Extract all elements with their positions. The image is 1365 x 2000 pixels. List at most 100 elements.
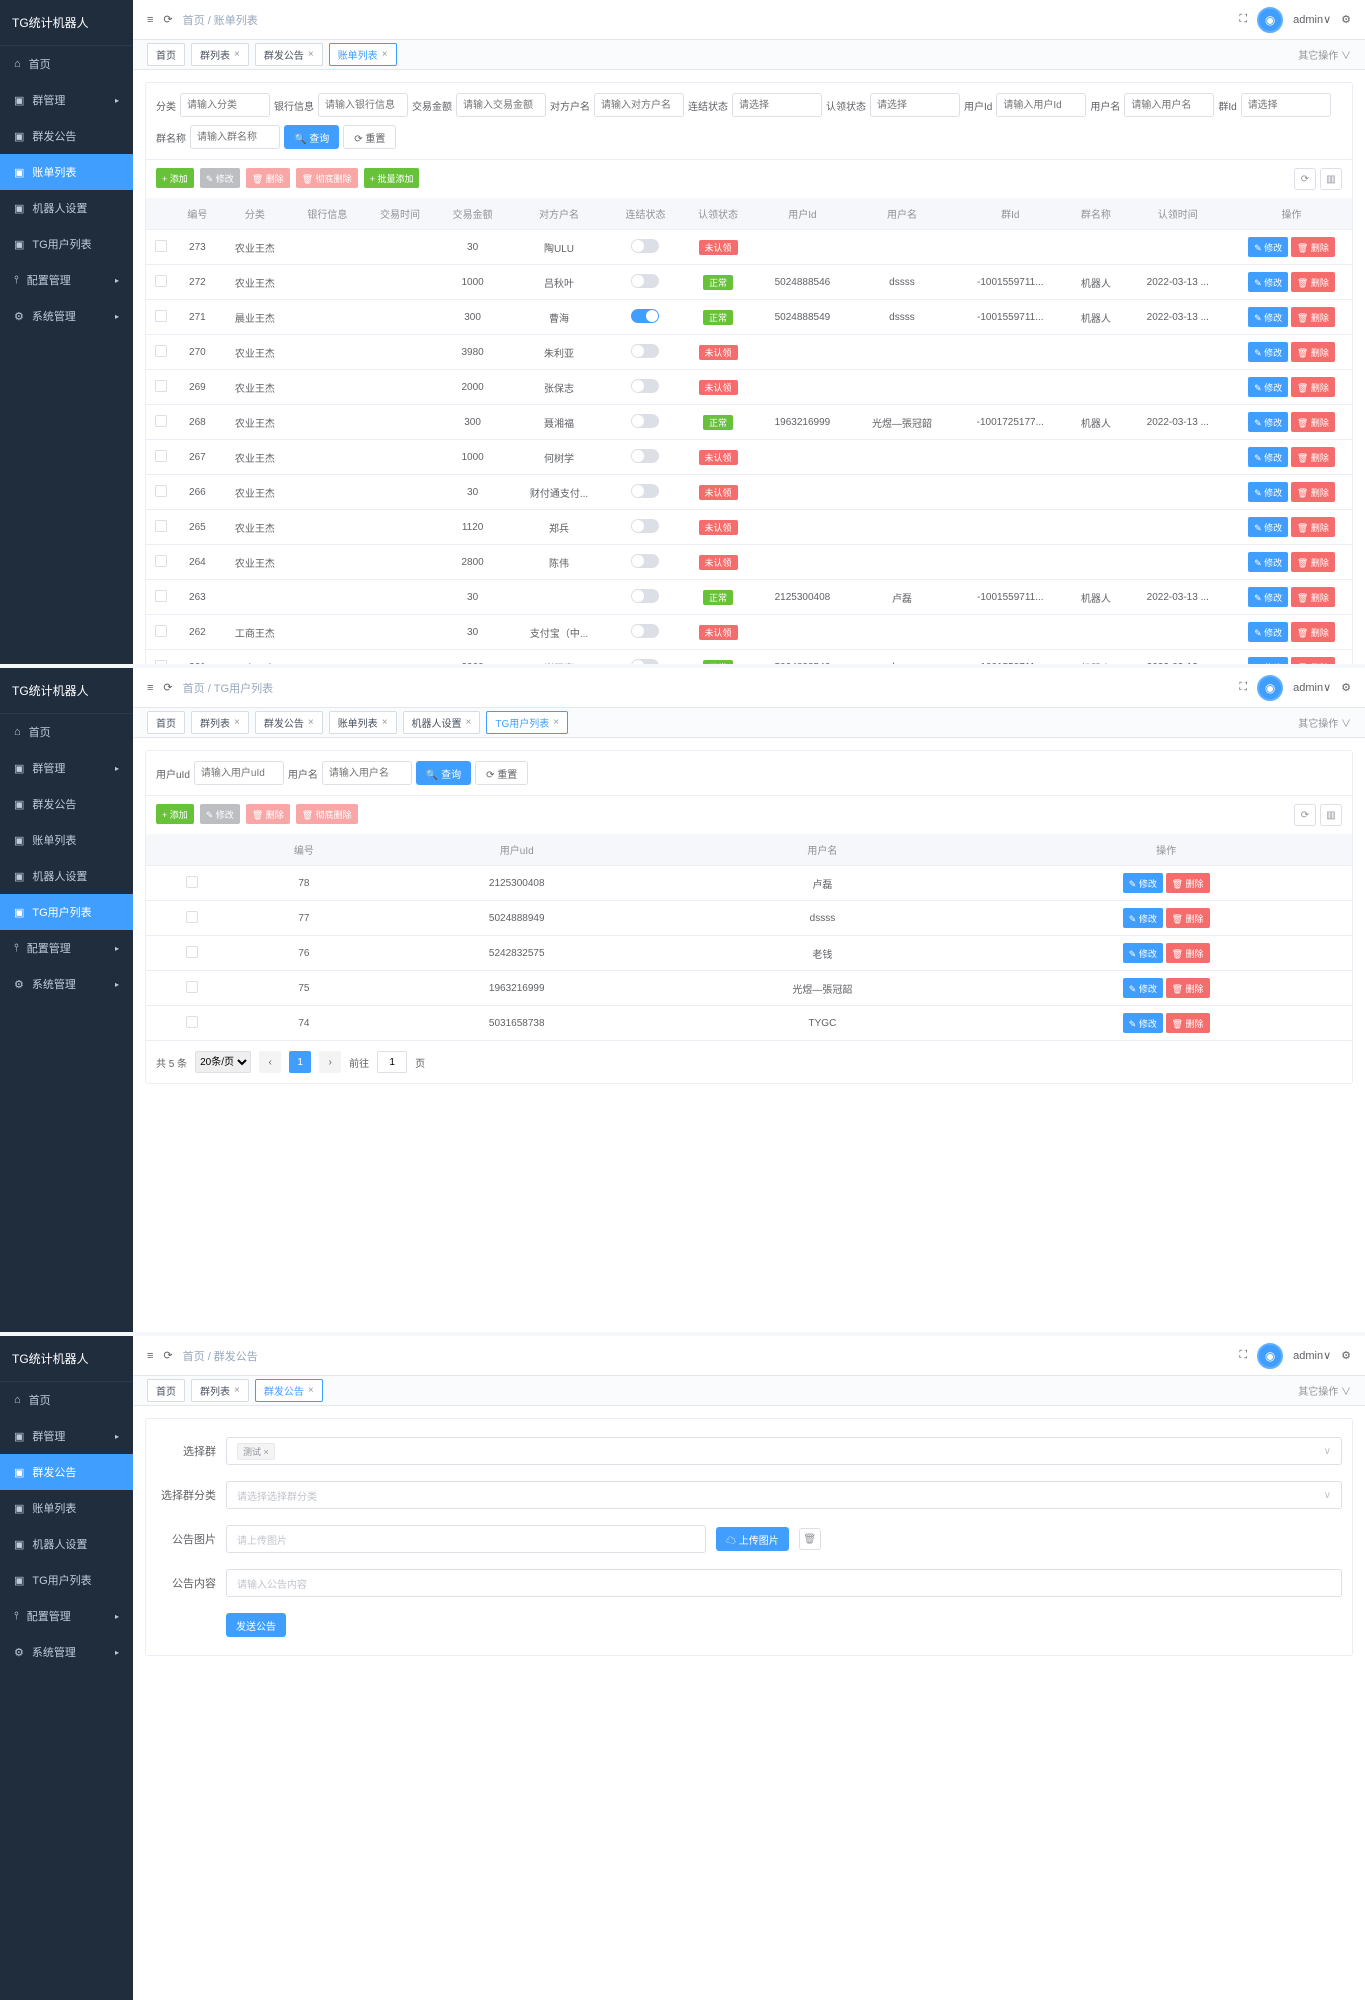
group-chip[interactable]: 测试 × (237, 1443, 275, 1460)
delete-button[interactable]: 🗑 删除 (1291, 482, 1335, 502)
close-icon[interactable]: × (466, 717, 472, 728)
row-checkbox[interactable] (155, 590, 167, 602)
submit-button[interactable]: 发送公告 (226, 1613, 286, 1637)
edit-button[interactable]: ✎ 修改 (1248, 657, 1288, 664)
tab-1[interactable]: 群列表 × (191, 1379, 249, 1402)
row-checkbox[interactable] (186, 946, 198, 958)
tab-1[interactable]: 群列表 × (191, 43, 249, 66)
delete-button[interactable]: 🗑 删除 (1291, 447, 1335, 467)
link-switch[interactable] (631, 624, 659, 638)
row-checkbox[interactable] (186, 981, 198, 993)
close-icon[interactable]: × (234, 1385, 240, 1396)
tab-4[interactable]: 机器人设置 × (403, 711, 481, 734)
page-1[interactable]: 1 (289, 1051, 311, 1073)
delete-button[interactable]: 🗑 删除 (1291, 657, 1335, 664)
filter-input[interactable] (322, 761, 412, 785)
edit-button[interactable]: ✎ 修改 (1248, 552, 1288, 572)
delete-button[interactable]: 🗑 删除 (1291, 307, 1335, 327)
refresh-icon[interactable]: ⟳ (163, 681, 172, 694)
edit-button[interactable]: ✎ 修改 (1248, 587, 1288, 607)
delete-button[interactable]: 🗑 删除 (1166, 908, 1210, 928)
link-switch[interactable] (631, 659, 659, 665)
delete-button[interactable]: 🗑 删除 (1291, 237, 1335, 257)
tab-2[interactable]: 群发公告 × (255, 43, 323, 66)
row-checkbox[interactable] (155, 345, 167, 357)
filter-input[interactable] (870, 93, 960, 117)
link-switch[interactable] (631, 519, 659, 533)
filter-input[interactable] (456, 93, 546, 117)
del-button[interactable]: 🗑 删除 (246, 804, 290, 824)
row-checkbox[interactable] (155, 660, 167, 665)
link-switch[interactable] (631, 414, 659, 428)
edit-button[interactable]: ✎ 修改 (1248, 622, 1288, 642)
filter-input[interactable] (190, 125, 280, 149)
edit-button[interactable]: ✎ 修改 (1248, 272, 1288, 292)
edit-button[interactable]: ✎ 修改 (1248, 517, 1288, 537)
fullscreen-icon[interactable]: ⛶ (1239, 1349, 1247, 1362)
edit-button[interactable]: ✎ 修改 (1123, 978, 1163, 998)
menu-item-6[interactable]: ⫯ 配置管理 ▸ (0, 262, 133, 298)
row-checkbox[interactable] (155, 520, 167, 532)
search-button[interactable]: 🔍 查询 (284, 125, 339, 149)
menu-item-1[interactable]: ▣ 群管理 ▸ (0, 1418, 133, 1454)
reset-button[interactable]: ⟳ 重置 (475, 761, 528, 785)
row-checkbox[interactable] (186, 1016, 198, 1028)
clear-icon[interactable]: 🗑 (799, 1528, 821, 1550)
menu-item-4[interactable]: ▣ 机器人设置 (0, 858, 133, 894)
close-icon[interactable]: × (308, 49, 314, 60)
menu-item-2[interactable]: ▣ 群发公告 (0, 786, 133, 822)
username[interactable]: admin∨ (1293, 681, 1331, 694)
menu-toggle-icon[interactable]: ≡ (147, 1350, 153, 1362)
delete-button[interactable]: 🗑 删除 (1291, 552, 1335, 572)
close-icon[interactable]: × (234, 717, 240, 728)
prev-page[interactable]: ‹ (259, 1051, 281, 1073)
delete-button[interactable]: 🗑 删除 (1166, 978, 1210, 998)
edit-button[interactable]: ✎ 修改 (1123, 943, 1163, 963)
menu-item-7[interactable]: ⚙ 系统管理 ▸ (0, 966, 133, 1002)
row-checkbox[interactable] (155, 275, 167, 287)
tab-0[interactable]: 首页 (147, 1379, 185, 1402)
filter-input[interactable] (732, 93, 822, 117)
menu-item-6[interactable]: ⫯ 配置管理 ▸ (0, 930, 133, 966)
row-checkbox[interactable] (155, 485, 167, 497)
menu-item-7[interactable]: ⚙ 系统管理 ▸ (0, 1634, 133, 1670)
filter-input[interactable] (180, 93, 270, 117)
edit-button[interactable]: ✎ 修改 (1248, 482, 1288, 502)
batch-add-button[interactable]: + 批量添加 (364, 168, 420, 188)
edit-button[interactable]: ✎ 修改 (200, 168, 240, 188)
delete-button[interactable]: 🗑 删除 (1291, 377, 1335, 397)
menu-toggle-icon[interactable]: ≡ (147, 682, 153, 694)
reset-button[interactable]: ⟳ 重置 (343, 125, 396, 149)
cat-select[interactable]: 请选择选择群分类 ∨ (226, 1481, 1342, 1509)
other-ops[interactable]: 其它操作 ∨ (1298, 715, 1351, 730)
next-page[interactable]: › (319, 1051, 341, 1073)
menu-item-3[interactable]: ▣ 账单列表 (0, 154, 133, 190)
add-button[interactable]: + 添加 (156, 804, 194, 824)
filter-input[interactable] (1124, 93, 1214, 117)
avatar[interactable]: ◉ (1257, 675, 1283, 701)
upload-button[interactable]: ☁ 上传图片 (716, 1527, 789, 1551)
link-switch[interactable] (631, 484, 659, 498)
refresh-icon[interactable]: ⟳ (163, 13, 172, 26)
refresh-icon[interactable]: ⟳ (1294, 168, 1316, 190)
filter-input[interactable] (318, 93, 408, 117)
other-ops[interactable]: 其它操作 ∨ (1298, 1383, 1351, 1398)
filter-input[interactable] (996, 93, 1086, 117)
edit-button[interactable]: ✎ 修改 (1248, 307, 1288, 327)
delete-button[interactable]: 🗑 删除 (1291, 587, 1335, 607)
fullscreen-icon[interactable]: ⛶ (1239, 681, 1247, 694)
edit-button[interactable]: ✎ 修改 (1248, 342, 1288, 362)
delete-button[interactable]: 🗑 删除 (1291, 622, 1335, 642)
link-switch[interactable] (631, 589, 659, 603)
menu-item-5[interactable]: ▣ TG用户列表 (0, 1562, 133, 1598)
edit-button[interactable]: ✎ 修改 (1248, 237, 1288, 257)
row-checkbox[interactable] (155, 415, 167, 427)
tab-0[interactable]: 首页 (147, 43, 185, 66)
delete-button[interactable]: 🗑 删除 (1291, 272, 1335, 292)
row-checkbox[interactable] (155, 310, 167, 322)
close-icon[interactable]: × (382, 49, 388, 60)
menu-item-1[interactable]: ▣ 群管理 ▸ (0, 82, 133, 118)
tab-5[interactable]: TG用户列表 × (486, 711, 568, 734)
menu-item-0[interactable]: ⌂ 首页 (0, 1382, 133, 1418)
goto-input[interactable] (377, 1051, 407, 1073)
